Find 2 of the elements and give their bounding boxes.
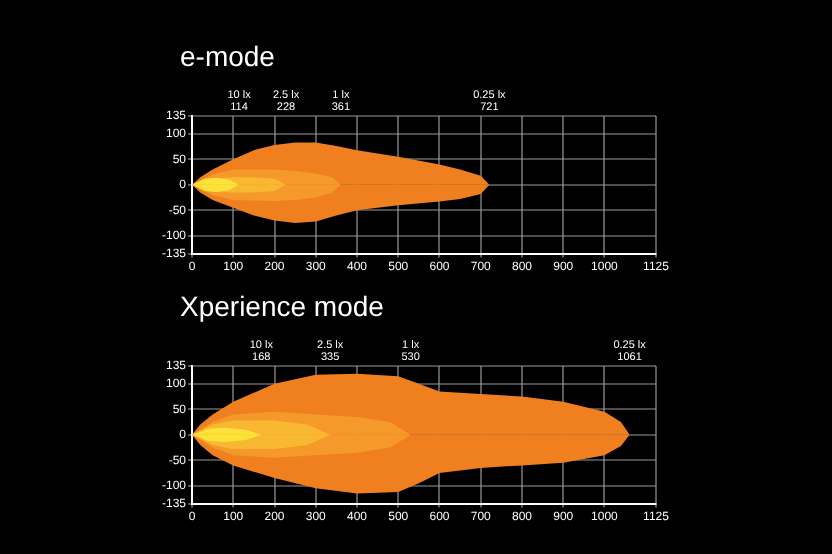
chart-title: Xperience mode: [180, 290, 384, 322]
chart-title: e-mode: [180, 40, 275, 72]
